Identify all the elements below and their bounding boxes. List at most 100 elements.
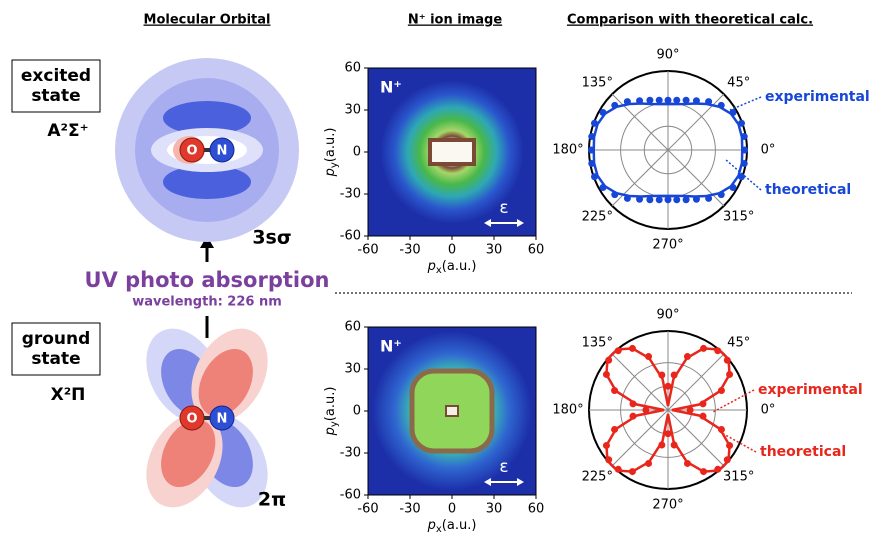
experimental-point [646, 196, 653, 203]
y-tick-label: 60 [344, 320, 361, 335]
experimental-point [741, 147, 748, 154]
y-tick-label: -60 [340, 229, 361, 244]
angle-label: 0° [761, 403, 776, 418]
angle-label: 270° [652, 498, 683, 513]
experimental-point [600, 184, 607, 191]
experimental-point [724, 456, 731, 463]
x-tick-label: 60 [528, 502, 545, 517]
axis-symbol: p [323, 427, 338, 436]
angle-label: 90° [656, 308, 679, 323]
axis-symbol: p [323, 168, 338, 177]
angle-label: 315° [723, 210, 754, 225]
experimental-point [605, 357, 612, 364]
experimental-point [629, 413, 636, 420]
ion-label: N⁺ [380, 78, 402, 97]
angle-label: 270° [652, 238, 683, 253]
experimental-point [645, 460, 652, 467]
experimental-point [600, 109, 607, 116]
experimental-point [611, 387, 618, 394]
experimental-point [714, 347, 721, 354]
experimental-point [693, 196, 700, 203]
polarization-label: ε [499, 198, 508, 218]
y-label: py(a.u.) [323, 387, 341, 437]
x-label: px(a.u.) [427, 259, 477, 277]
y-tick-label: 60 [344, 61, 361, 76]
experimental-point [658, 371, 665, 378]
angle-label: 180° [552, 403, 583, 418]
angle-label: 0° [761, 143, 776, 158]
experimental-point [714, 466, 721, 473]
polar-spoke [668, 354, 724, 410]
y-tick-label: -30 [340, 446, 361, 461]
experimental-point [624, 98, 631, 105]
angle-label: 135° [582, 75, 613, 90]
state-label: state [31, 86, 80, 106]
experimental-point [656, 97, 663, 104]
experimental-point [591, 120, 598, 127]
transition-subtitle: wavelength: 226 nm [132, 295, 282, 310]
state-label: excited [21, 66, 91, 86]
experimental-point [615, 466, 622, 473]
x-tick-label: -30 [399, 243, 420, 258]
experimental-point [741, 160, 748, 167]
experimental-point [658, 442, 665, 449]
y-tick-label: 30 [344, 362, 361, 377]
polar-spoke [612, 354, 668, 410]
atom-label: N [217, 412, 228, 427]
axis-symbol: p [427, 259, 436, 274]
experimental-point [636, 196, 643, 203]
y-tick-label: 0 [353, 404, 361, 419]
legend-leader [730, 97, 761, 110]
angle-label: 225° [582, 210, 613, 225]
angle-label: 45° [727, 75, 750, 90]
experimental-point [718, 387, 725, 394]
experimental-point [624, 195, 631, 202]
experimental-point [611, 426, 618, 433]
experimental-point [629, 400, 636, 407]
experimental-point [683, 196, 690, 203]
experimental-point [671, 442, 678, 449]
experimental-point [683, 97, 690, 104]
axis-unit: (a.u.) [442, 518, 477, 533]
experimental-point [700, 413, 707, 420]
experimental-point [705, 98, 712, 105]
x-tick-label: 30 [486, 502, 503, 517]
y-tick-label: 0 [353, 145, 361, 160]
angle-label: 90° [656, 48, 679, 63]
image-core [446, 406, 458, 416]
experimental-point [636, 97, 643, 104]
atom-label: N [217, 144, 228, 159]
x-tick-label: -60 [357, 243, 378, 258]
experimental-point [611, 191, 618, 198]
x-tick-label: 60 [528, 243, 545, 258]
experimental-point [665, 196, 672, 203]
experimental-point [645, 353, 652, 360]
y-tick-label: -60 [340, 488, 361, 503]
polar-spoke [612, 410, 668, 466]
column-header: N⁺ ion image [408, 13, 503, 28]
column-header: Comparison with theoretical calc. [567, 13, 813, 28]
orbital-label: 3sσ [252, 227, 291, 249]
atom-label: O [186, 412, 197, 427]
experimental-point [603, 371, 610, 378]
transition-title: UV photo absorption [85, 268, 330, 292]
orbital-label: 2π [258, 489, 286, 511]
experimental-point [687, 407, 694, 414]
experimental-point [729, 184, 736, 191]
experimental-point [700, 400, 707, 407]
x-tick-label: -60 [357, 502, 378, 517]
experimental-point [671, 371, 678, 378]
experimental-point [665, 383, 672, 390]
ion-label: N⁺ [380, 337, 402, 356]
experimental-point [684, 353, 691, 360]
state-label: state [31, 349, 80, 369]
y-tick-label: 30 [344, 103, 361, 118]
experimental-point [629, 345, 636, 352]
x-tick-label: 30 [486, 243, 503, 258]
legend-leader [720, 432, 756, 452]
experimental-point [605, 456, 612, 463]
polar-spoke [668, 410, 724, 466]
experimental-point [700, 345, 707, 352]
x-tick-label: 0 [448, 243, 456, 258]
experimental-point [629, 468, 636, 475]
